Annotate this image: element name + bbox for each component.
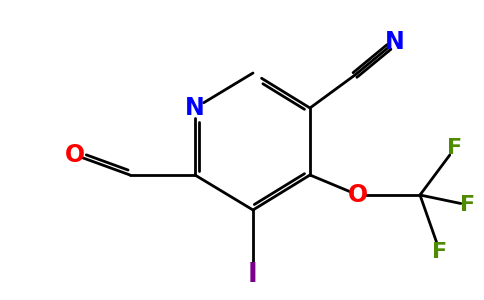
- Text: F: F: [460, 195, 476, 215]
- Text: N: N: [385, 30, 405, 54]
- Text: N: N: [185, 96, 205, 120]
- Text: O: O: [65, 143, 85, 167]
- Text: I: I: [248, 262, 258, 288]
- Text: F: F: [447, 138, 463, 158]
- Text: O: O: [348, 183, 368, 207]
- Text: F: F: [432, 242, 448, 262]
